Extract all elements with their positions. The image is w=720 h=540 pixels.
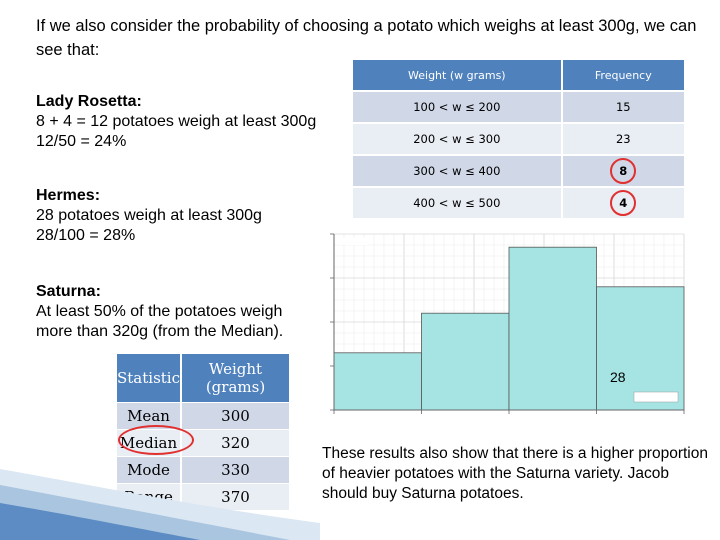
lady-rosetta-line2: 12/50 = 24% bbox=[36, 133, 127, 150]
saturna-line1: At least 50% of the potatoes weigh bbox=[36, 303, 283, 320]
weight-histogram: 28 bbox=[330, 233, 685, 414]
highlight-circle: 4 bbox=[610, 190, 637, 216]
frequency-cell: 15 bbox=[560, 91, 684, 123]
hermes-block: Hermes: 28 potatoes weigh at least 300g … bbox=[36, 186, 262, 246]
histogram-bar bbox=[421, 312, 510, 411]
stripe-dark bbox=[0, 503, 200, 540]
table-row: 300 < w ≤ 400 8 bbox=[353, 155, 684, 187]
weight-cell: 300 < w ≤ 400 bbox=[353, 155, 562, 187]
saturna-title: Saturna: bbox=[36, 283, 101, 300]
table-row: Mode 330 bbox=[117, 456, 289, 484]
statistic-header: Statistic bbox=[117, 353, 181, 403]
histogram-bar bbox=[508, 246, 597, 411]
highlight-circle: 8 bbox=[610, 158, 637, 184]
histogram-bars bbox=[333, 246, 685, 411]
histogram-legend-box bbox=[633, 391, 679, 403]
statistic-cell: Mode bbox=[117, 456, 181, 484]
histogram-mini-label bbox=[338, 238, 368, 245]
frequency-table: Weight (w grams) Frequency 100 < w ≤ 200… bbox=[353, 60, 684, 220]
hermes-line2: 28/100 = 28% bbox=[36, 227, 136, 244]
statistics-table-header: Statistic Weight (grams) bbox=[117, 353, 289, 403]
table-row: 200 < w ≤ 300 23 bbox=[353, 123, 684, 155]
weight-cell: 100 < w ≤ 200 bbox=[353, 91, 562, 123]
weight-grams-header: Weight (grams) bbox=[180, 353, 289, 403]
weight-cell: 200 < w ≤ 300 bbox=[353, 123, 562, 155]
lady-rosetta-line1: 8 + 4 = 12 potatoes weigh at least 300g bbox=[36, 113, 317, 130]
histogram-ticks bbox=[330, 233, 685, 414]
saturna-line2: more than 320g (from the Median). bbox=[36, 323, 284, 340]
histogram-bar bbox=[596, 286, 685, 411]
median-highlight-ellipse bbox=[118, 425, 194, 455]
histogram-bar bbox=[333, 352, 422, 411]
histogram-count-label: 28 bbox=[610, 369, 626, 385]
table-row: 400 < w ≤ 500 4 bbox=[353, 187, 684, 219]
decorative-stripes bbox=[0, 469, 320, 540]
frequency-cell: 8 bbox=[560, 155, 684, 187]
frequency-header: Frequency bbox=[560, 60, 684, 91]
hermes-line1: 28 potatoes weigh at least 300g bbox=[36, 207, 262, 224]
value-cell: 330 bbox=[180, 456, 289, 484]
value-cell: 320 bbox=[180, 429, 289, 457]
frequency-cell: 4 bbox=[560, 187, 684, 219]
frequency-cell: 23 bbox=[560, 123, 684, 155]
value-cell: 300 bbox=[180, 402, 289, 430]
conclusion-text: These results also show that there is a … bbox=[322, 445, 708, 502]
lady-rosetta-block: Lady Rosetta: 8 + 4 = 12 potatoes weigh … bbox=[36, 92, 316, 152]
hermes-title: Hermes: bbox=[36, 187, 101, 204]
weight-cell: 400 < w ≤ 500 bbox=[353, 187, 562, 219]
table-row: 100 < w ≤ 200 15 bbox=[353, 91, 684, 123]
table-row: Mean 300 bbox=[117, 402, 289, 430]
intro-text: If we also consider the probability of c… bbox=[36, 17, 697, 59]
frequency-table-header: Weight (w grams) Frequency bbox=[353, 60, 684, 91]
weight-header: Weight (w grams) bbox=[353, 60, 562, 91]
saturna-block: Saturna: At least 50% of the potatoes we… bbox=[36, 282, 283, 342]
lady-rosetta-title: Lady Rosetta: bbox=[36, 93, 142, 110]
